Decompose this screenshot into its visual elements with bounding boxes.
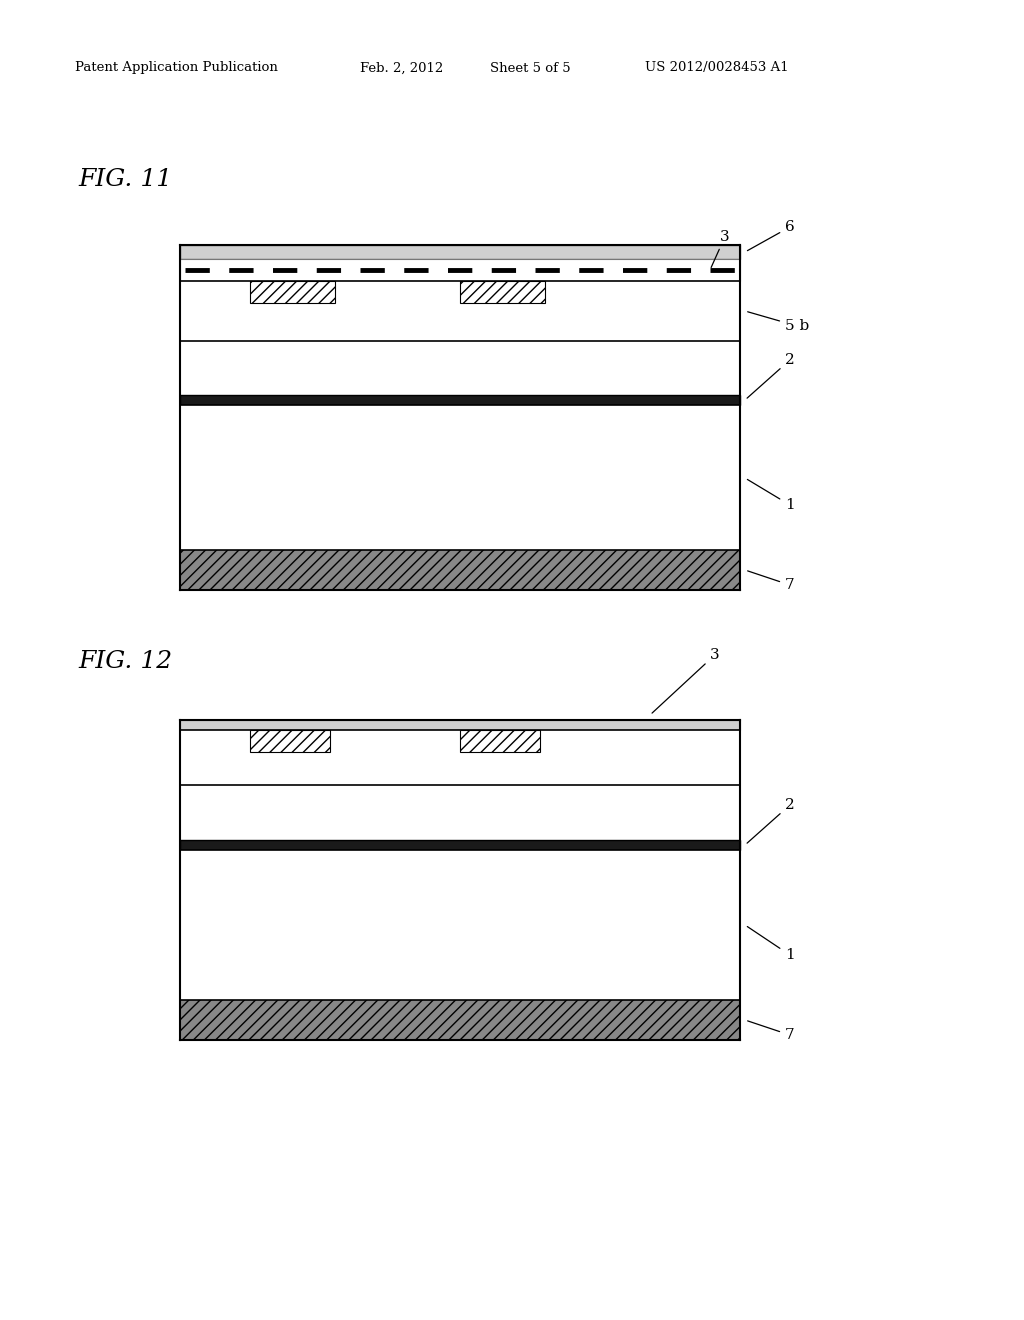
Text: 6: 6 (748, 220, 795, 251)
Bar (180, 246, 740, 259)
Text: 3: 3 (652, 648, 720, 713)
Bar (180, 259, 740, 281)
Bar (180, 730, 740, 785)
Bar (460, 281, 545, 304)
Bar (180, 840, 740, 850)
Text: Feb. 2, 2012: Feb. 2, 2012 (360, 62, 443, 74)
Text: 7: 7 (748, 570, 795, 591)
Text: 2: 2 (748, 799, 795, 843)
Text: 1: 1 (748, 927, 795, 962)
Bar (180, 850, 740, 1001)
Text: FIG. 11: FIG. 11 (78, 168, 172, 191)
Bar (250, 730, 330, 752)
Text: 1: 1 (748, 479, 795, 512)
Text: US 2012/0028453 A1: US 2012/0028453 A1 (645, 62, 788, 74)
Text: Patent Application Publication: Patent Application Publication (75, 62, 278, 74)
Bar (180, 719, 740, 730)
Text: 5 b: 5 b (748, 312, 809, 333)
Bar (460, 730, 540, 752)
Text: 3: 3 (711, 230, 730, 268)
Bar (180, 341, 740, 395)
Text: 2: 2 (748, 352, 795, 399)
Bar (180, 1001, 740, 1040)
Bar (250, 281, 335, 304)
Bar (180, 550, 740, 590)
Text: FIG. 12: FIG. 12 (78, 649, 172, 673)
Bar (180, 395, 740, 405)
Bar (180, 785, 740, 840)
Text: Sheet 5 of 5: Sheet 5 of 5 (490, 62, 570, 74)
Bar (180, 405, 740, 550)
Bar (180, 281, 740, 341)
Text: 7: 7 (748, 1020, 795, 1041)
